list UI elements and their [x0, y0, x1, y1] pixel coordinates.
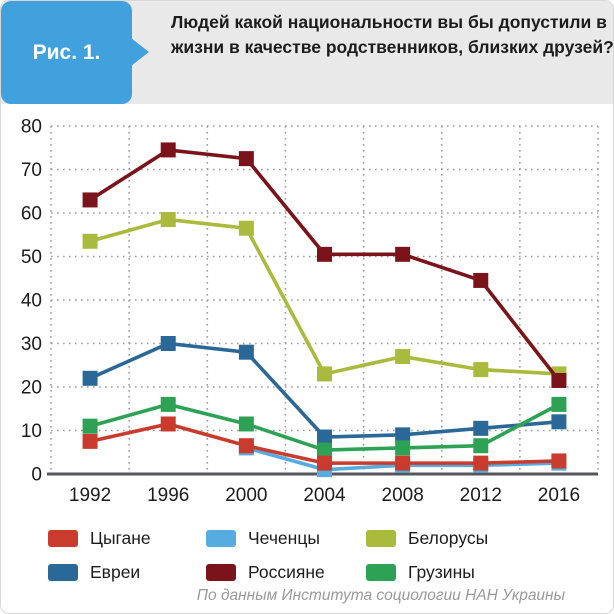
legend-label: Грузины: [408, 562, 475, 582]
data-point: [551, 372, 567, 388]
y-axis-labels: 0 10 20 30 40 50 60 70 80: [21, 117, 42, 486]
data-point: [82, 233, 98, 249]
data-point: [551, 453, 567, 469]
data-point: [160, 212, 176, 228]
y-tick-label: 0: [31, 465, 42, 486]
data-point: [160, 142, 176, 158]
legend-swatch: [366, 564, 396, 581]
data-point: [317, 429, 332, 445]
series-5: [82, 142, 567, 388]
data-point: [82, 192, 98, 208]
legend-swatch: [206, 564, 236, 581]
data-point: [238, 220, 254, 236]
data-point: [82, 433, 98, 449]
chart-legend: Цыгане Чеченцы Белорусы Евреи Россияне Грузин…: [48, 528, 488, 583]
legend-label: Евреи: [90, 562, 141, 582]
figure-number-badge: Рис. 1.: [1, 1, 132, 104]
y-tick-label: 40: [21, 291, 42, 312]
data-point: [238, 151, 254, 167]
data-point: [473, 438, 489, 454]
data-point: [317, 455, 332, 471]
data-point: [238, 344, 254, 360]
data-point: [473, 455, 489, 471]
legend-swatch: [48, 530, 78, 547]
data-point: [395, 246, 411, 262]
data-point: [160, 336, 176, 351]
legend-swatch: [48, 564, 78, 581]
data-point: [82, 418, 98, 434]
x-tick-label: 1992: [69, 485, 111, 506]
legend-label: Цыгане: [90, 528, 151, 548]
line-chart: 0 10 20 30 40 50 60 70 80 1992 1996 2000 2004 2008 201…: [21, 117, 599, 506]
y-tick-label: 80: [21, 117, 42, 138]
y-tick-label: 60: [21, 204, 42, 225]
data-point: [395, 440, 411, 456]
x-tick-label: 2012: [460, 485, 502, 506]
legend-swatch: [366, 530, 396, 547]
legend-label: Белорусы: [408, 528, 489, 548]
data-point: [317, 366, 332, 382]
data-point: [238, 438, 254, 454]
data-point: [160, 416, 176, 432]
data-point: [395, 427, 411, 443]
legend-item-4: Евреи: [48, 562, 206, 583]
data-point: [395, 455, 411, 471]
y-tick-label: 20: [21, 378, 42, 399]
data-point: [473, 362, 489, 378]
figure-number-label: Рис. 1.: [32, 40, 101, 64]
legend-item-1: Цыгане: [48, 528, 206, 549]
figure-header: Людей какой национальности вы бы допусти…: [1, 1, 614, 104]
legend-label: Чеченцы: [248, 528, 320, 548]
gridlines: [50, 125, 599, 474]
data-point: [160, 396, 176, 412]
series-line: [89, 217, 560, 377]
data-point: [473, 420, 489, 436]
chart-title: Людей какой национальности вы бы допусти…: [171, 12, 614, 57]
y-tick-label: 50: [21, 247, 42, 268]
data-point: [238, 416, 254, 432]
data-point: [473, 272, 489, 288]
series-6: [82, 396, 567, 458]
x-tick-label: 2016: [538, 485, 580, 506]
data-point: [317, 442, 332, 458]
y-tick-label: 30: [21, 334, 42, 355]
legend-item-6: Грузины: [366, 562, 488, 583]
legend-item-2: Чеченцы: [206, 528, 366, 549]
legend-swatch: [206, 530, 236, 547]
series-4: [82, 336, 567, 445]
legend-item-3: Белорусы: [366, 528, 488, 549]
data-point: [551, 414, 567, 430]
y-tick-label: 70: [21, 160, 42, 181]
badge-pointer-icon: [131, 38, 149, 66]
series-1: [82, 416, 567, 471]
x-tick-label: 2008: [382, 485, 424, 506]
data-point: [551, 396, 567, 412]
legend-label: Россияне: [248, 562, 325, 582]
x-tick-label: 1996: [147, 485, 189, 506]
data-point: [317, 246, 332, 262]
x-tick-label: 2000: [225, 485, 267, 506]
x-axis-labels: 1992 1996 2000 2004 2008 2012 2016: [69, 485, 580, 506]
data-point: [395, 349, 411, 365]
series-line: [89, 341, 560, 439]
data-point: [82, 370, 98, 386]
x-tick-label: 2004: [303, 485, 346, 506]
y-tick-label: 10: [21, 421, 42, 442]
source-note: По данным Института социологии НАН Украи…: [196, 587, 565, 604]
legend-item-5: Россияне: [206, 562, 366, 583]
